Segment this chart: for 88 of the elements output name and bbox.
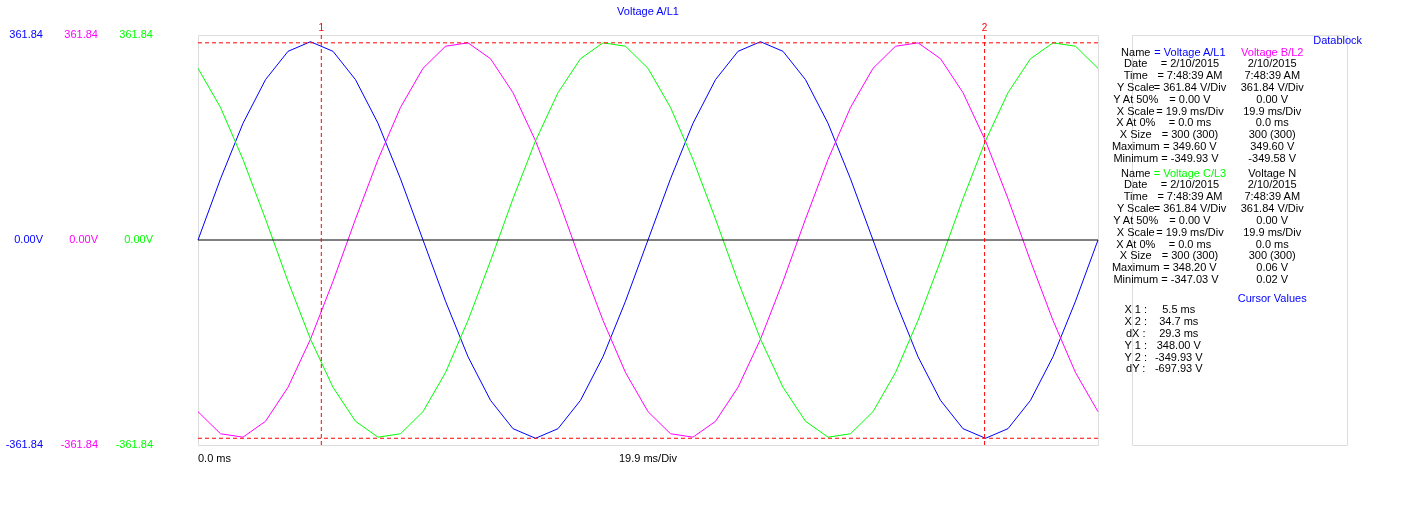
text: Name (1121, 45, 1151, 58)
text: = 0.0 ms (1168, 116, 1212, 129)
text: 0.00V (69, 233, 98, 245)
text: 2/10/2015 (1247, 57, 1297, 70)
text: Time (1123, 190, 1148, 203)
text: = 7:48:39 AM (1157, 69, 1223, 82)
text: X 2 : (1124, 315, 1148, 328)
text: Date (1124, 178, 1148, 191)
text: X Scale (1116, 104, 1155, 117)
text: 300 (300) (1248, 128, 1296, 141)
text: Y 2 : (1124, 350, 1147, 363)
text: 34.7 ms (1159, 315, 1199, 328)
text: dX : (1125, 327, 1146, 340)
text: Date (1124, 57, 1148, 70)
text: = 300 (300) (1161, 128, 1219, 141)
text: 2/10/2015 (1247, 178, 1297, 191)
text: 361.84 V/Div (1240, 81, 1305, 94)
text: 361.84 (64, 28, 98, 40)
text: = 0.0 ms (1168, 237, 1212, 250)
text: = -349.93 V (1161, 151, 1220, 164)
text: Maximum (1111, 140, 1160, 153)
y-tick-label: -361.84 (115, 438, 153, 450)
text: -349.58 V (1248, 151, 1297, 164)
text: Minimum (1113, 151, 1159, 164)
text: -361.84 (5, 438, 43, 450)
text: 361.84 (9, 28, 43, 40)
text: = 19.9 ms/Div (1156, 104, 1225, 117)
text: = 0.00 V (1169, 92, 1212, 105)
y-tick-label: 0.00V (124, 233, 154, 245)
text: 0.0 ms (1255, 116, 1290, 129)
text: = Voltage A/L1 (1154, 45, 1226, 58)
text: Voltage B/L2 (1241, 45, 1304, 58)
text: = -347.03 V (1161, 273, 1220, 286)
text: 0.06 V (1256, 261, 1289, 274)
text: X 1 : (1124, 303, 1148, 316)
text: Name (1121, 166, 1151, 179)
text: X Size (1119, 128, 1152, 141)
text: = 2/10/2015 (1160, 57, 1220, 70)
text: Y 1 : (1124, 338, 1147, 351)
text: X At 0% (1116, 237, 1156, 250)
text: X Size (1119, 249, 1152, 262)
text: 349.60 V (1250, 140, 1295, 153)
text: Voltage N (1248, 166, 1297, 179)
text: 1 (318, 22, 325, 33)
text: Time (1123, 69, 1148, 82)
text: = 348.20 V (1163, 261, 1218, 274)
text: 7:48:39 AM (1244, 69, 1301, 82)
text: = 361.84 V/Div (1153, 81, 1227, 94)
text: = 300 (300) (1161, 249, 1219, 262)
text: Minimum (1113, 273, 1159, 286)
text: 2 (981, 22, 988, 33)
text: Datablock (1313, 33, 1363, 46)
text: dY : (1126, 362, 1146, 375)
text: = 2/10/2015 (1160, 178, 1220, 191)
text: Y Scale (1116, 202, 1155, 215)
x-axis-title: 19.9 ms/Div (618, 452, 678, 464)
text: 5.5 ms (1162, 303, 1196, 316)
text: 7:48:39 AM (1244, 190, 1301, 203)
text: -361.84 (60, 438, 98, 450)
chart-title: Voltage A/L1 (617, 5, 679, 17)
text: = Voltage C/L3 (1153, 166, 1227, 179)
text: -697.93 V (1154, 362, 1204, 375)
text: 361.84 V/Div (1240, 202, 1305, 215)
text: = 349.60 V (1163, 140, 1218, 153)
text: 0.0 ms (198, 452, 232, 464)
text: Y Scale (1116, 81, 1155, 94)
text: Y At 50% (1113, 213, 1159, 226)
text: = 0.00 V (1169, 213, 1212, 226)
text: X Scale (1116, 225, 1155, 238)
text: 0.02 V (1256, 273, 1289, 286)
text: Maximum (1111, 261, 1160, 274)
text: 19.9 ms/Div (1243, 104, 1302, 117)
text: 0.00 V (1256, 213, 1289, 226)
text: Cursor Values (1237, 291, 1308, 304)
text: 29.3 ms (1159, 327, 1199, 340)
text: -349.93 V (1154, 350, 1204, 363)
text: = 7:48:39 AM (1157, 190, 1223, 203)
text: = 361.84 V/Div (1153, 202, 1227, 215)
text: 19.9 ms/Div (1243, 225, 1302, 238)
text: 0.00 V (1256, 92, 1289, 105)
text: Y At 50% (1113, 92, 1159, 105)
text: 0.0 ms (1255, 237, 1290, 250)
y-tick-label: 361.84 (119, 28, 153, 40)
text: X At 0% (1116, 116, 1156, 129)
text: 300 (300) (1248, 249, 1296, 262)
text: = 19.9 ms/Div (1156, 225, 1225, 238)
text: 0.00V (14, 233, 43, 245)
text: 348.00 V (1156, 338, 1202, 351)
